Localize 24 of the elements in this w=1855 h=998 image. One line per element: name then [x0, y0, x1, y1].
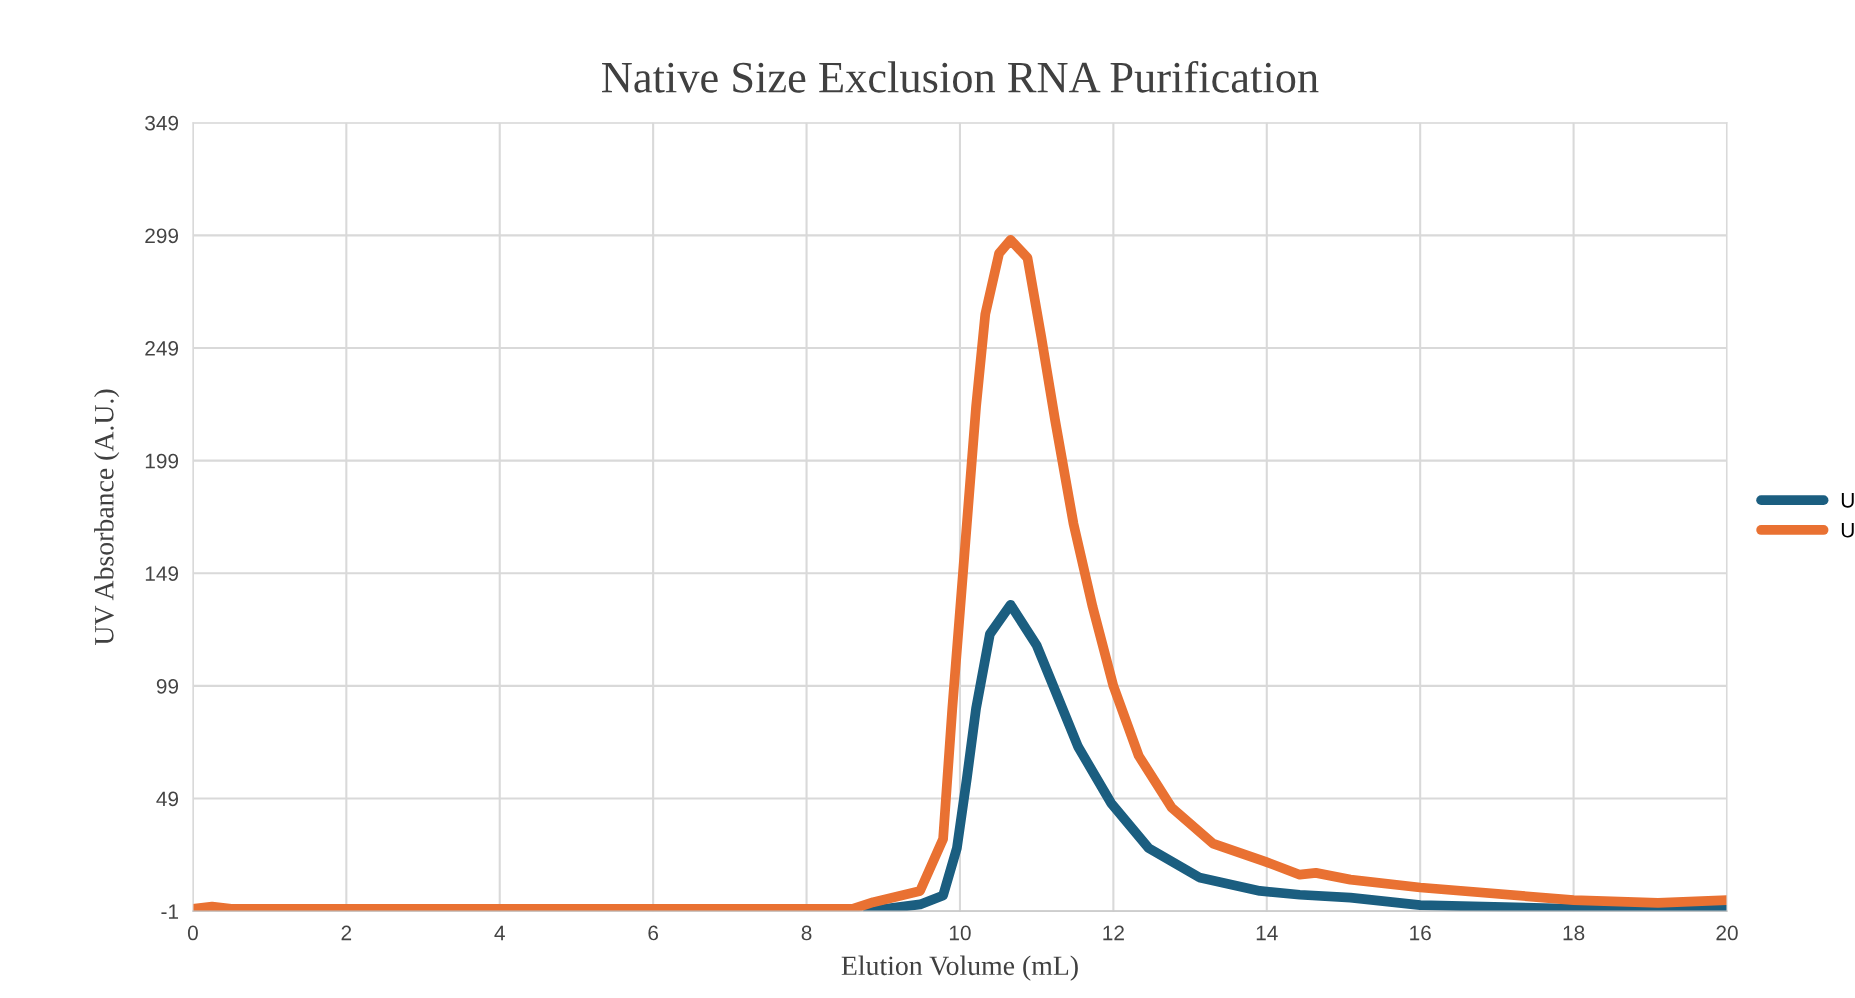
y-tick-label: 349 — [145, 115, 179, 131]
y-axis-title: UV Absorbance (A.U.) — [94, 389, 120, 645]
x-tick-label: 20 — [1716, 925, 1738, 941]
legend-label: U — [1841, 522, 1854, 538]
x-tick-label: 16 — [1410, 925, 1431, 941]
x-axis-title: Elution Volume (mL) — [841, 955, 1078, 981]
y-tick-label: 49 — [156, 791, 179, 807]
y-tick-label: 99 — [156, 678, 179, 694]
x-tick-label: 2 — [341, 925, 352, 941]
x-tick-label: 14 — [1256, 925, 1278, 941]
x-tick-label: 0 — [187, 925, 198, 941]
y-tick-label: -1 — [161, 904, 179, 919]
x-tick-label: 8 — [801, 925, 812, 941]
chart-title: Native Size Exclusion RNA Purification — [602, 60, 1319, 93]
legend-label: U — [1841, 493, 1854, 508]
y-tick-label: 149 — [145, 566, 179, 582]
x-tick-label: 10 — [949, 925, 971, 941]
y-tick-label: 199 — [145, 453, 179, 469]
x-tick-label: 6 — [648, 925, 659, 941]
x-tick-label: 4 — [494, 925, 505, 941]
y-tick-label: 249 — [145, 341, 179, 356]
x-tick-label: 12 — [1103, 925, 1124, 941]
y-tick-label: 299 — [145, 228, 179, 244]
x-tick-label: 18 — [1563, 925, 1585, 941]
